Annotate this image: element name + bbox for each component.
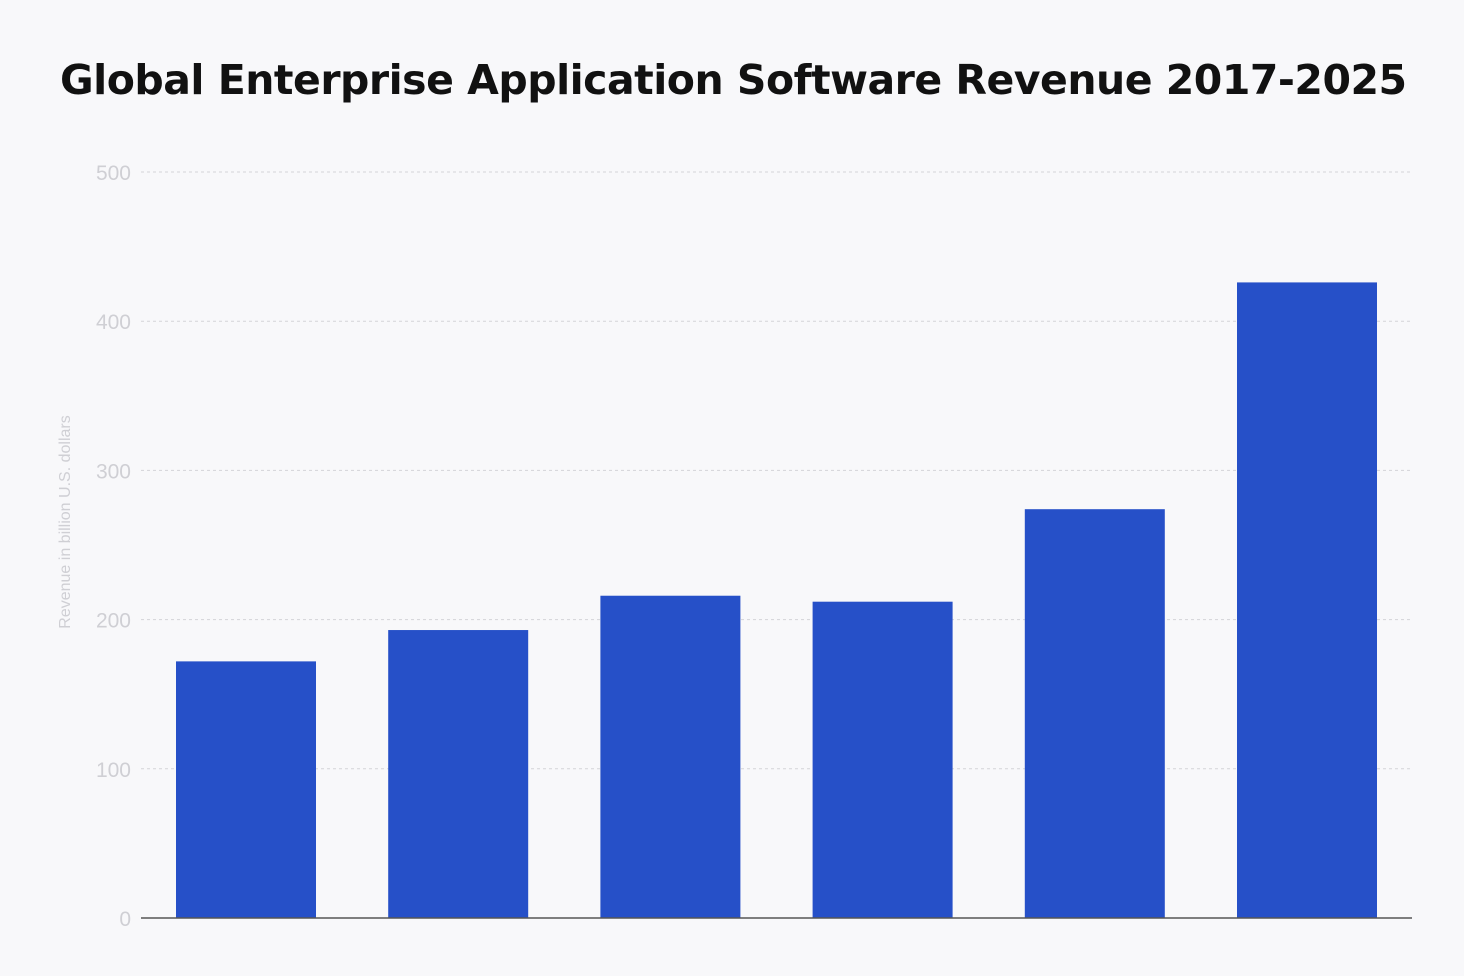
bar <box>812 601 953 918</box>
y-tick-label: 0 <box>119 908 131 931</box>
bar <box>1024 509 1165 918</box>
y-axis-label: Revenue in billion U.S. dollars <box>57 415 74 628</box>
gridlines <box>141 171 1412 770</box>
bar <box>388 630 529 918</box>
bars <box>176 282 1377 919</box>
bar <box>1237 282 1377 919</box>
y-tick-label: 100 <box>96 759 131 782</box>
y-tick-label: 200 <box>96 610 131 633</box>
bar <box>600 595 741 918</box>
y-tick-label: 400 <box>96 311 131 334</box>
chart-title: Global Enterprise Application Software R… <box>60 56 1407 104</box>
bar <box>176 661 316 918</box>
y-axis-ticks: 0 100 200 300 400 500 <box>96 162 131 931</box>
y-tick-label: 300 <box>96 460 131 483</box>
y-tick-label: 500 <box>96 162 131 185</box>
